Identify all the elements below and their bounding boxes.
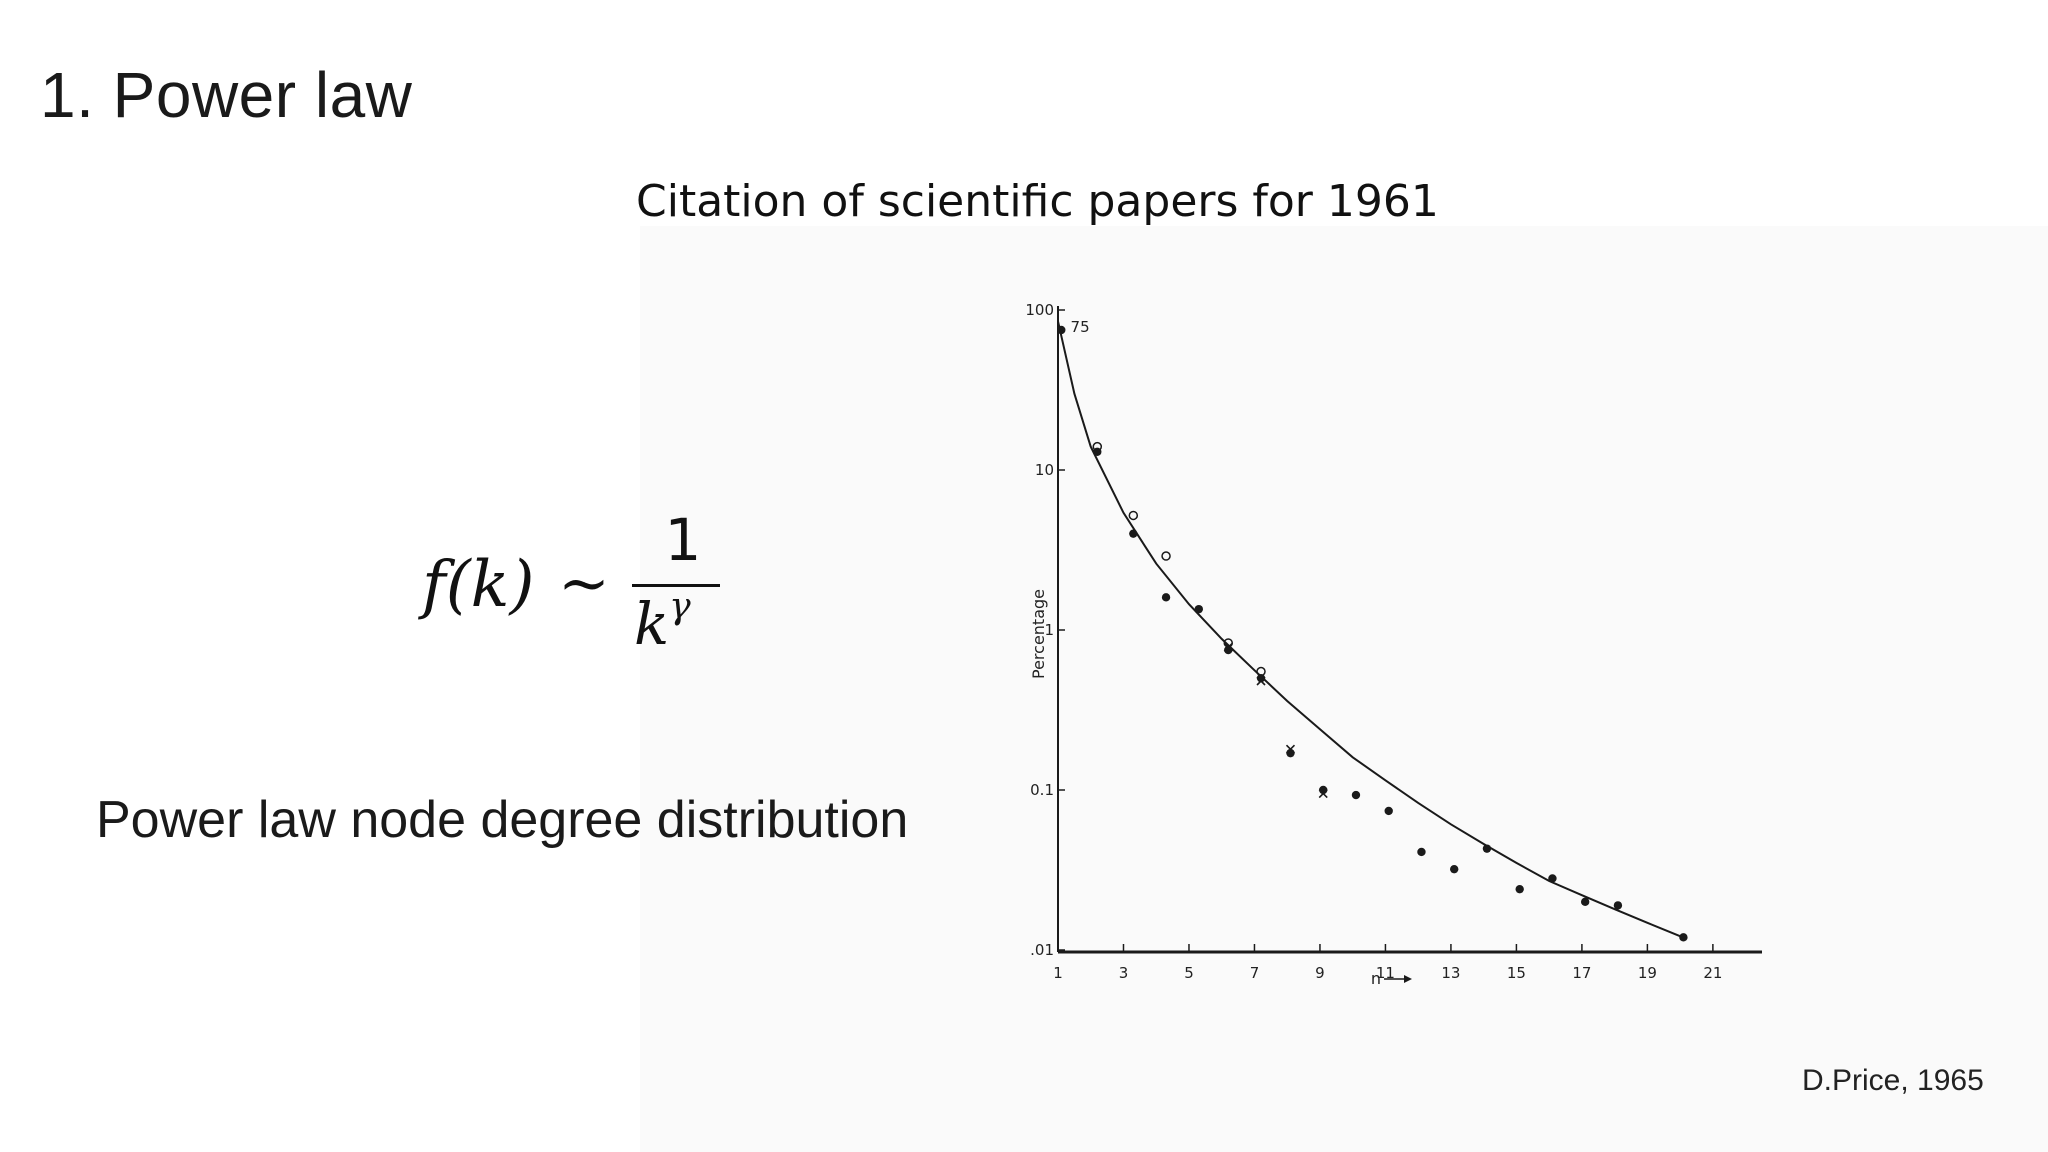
data-point <box>1194 604 1204 614</box>
annotation-label: 75 <box>1071 318 1090 336</box>
data-point <box>1450 864 1459 874</box>
data-point-cross <box>1256 676 1266 686</box>
formula-numerator: 1 <box>664 506 702 574</box>
x-tick-label: 3 <box>1119 964 1129 982</box>
y-tick-label: .01 <box>1030 941 1054 959</box>
x-axis-arrow-head <box>1404 975 1412 983</box>
data-point <box>1224 645 1233 655</box>
formula-lhs: f(k) <box>422 548 535 622</box>
x-tick-label: 15 <box>1507 964 1526 982</box>
data-point-open <box>1128 510 1139 521</box>
slide-title: 1. Power law <box>40 59 413 131</box>
y-tick-label: 0.1 <box>1030 781 1054 799</box>
data-point <box>1580 897 1590 907</box>
x-tick-label: 17 <box>1572 964 1591 982</box>
x-tick-label: 21 <box>1703 964 1722 982</box>
data-point <box>1515 884 1524 894</box>
data-point-open <box>1256 666 1266 677</box>
y-tick-label: 100 <box>1025 301 1054 319</box>
y-tick-label: 1 <box>1044 621 1054 639</box>
data-point <box>1129 529 1138 538</box>
y-tick-label: 10 <box>1035 461 1054 479</box>
source-credit: D.Price, 1965 <box>1802 1064 1984 1097</box>
fraction-bar <box>632 584 720 587</box>
fit-curve <box>1057 321 1681 938</box>
data-point <box>1548 874 1557 883</box>
data-point-cross <box>1223 642 1233 652</box>
data-point <box>1417 847 1426 857</box>
y-axis-label: Percentage <box>1029 589 1048 679</box>
x-tick-label: 19 <box>1638 964 1657 982</box>
data-point <box>1679 933 1688 942</box>
caption: Power law node degree distribution <box>96 791 909 849</box>
data-point <box>1161 593 1171 602</box>
formula-exponent: γ <box>669 585 691 627</box>
data-point <box>1384 806 1393 816</box>
data-point <box>1351 790 1361 800</box>
x-tick-label: 5 <box>1184 964 1194 982</box>
data-point-cross <box>1285 744 1296 754</box>
power-law-formula: f(k) ~ 1 kγ <box>422 500 720 680</box>
data-point-cross <box>1318 788 1328 799</box>
chart-background <box>640 226 2048 1152</box>
data-point <box>1256 673 1266 683</box>
x-tick-label: 1 <box>1053 964 1063 982</box>
formula-denominator-base: k <box>634 590 670 658</box>
x-tick-label: 11 <box>1376 964 1395 982</box>
x-tick-label: 9 <box>1315 964 1325 982</box>
chart-title: Citation of scientific papers for 1961 <box>636 176 1439 227</box>
x-axis-label: n <box>1371 969 1381 988</box>
x-tick-label: 13 <box>1441 964 1460 982</box>
formula-relation: ~ <box>558 546 610 619</box>
x-tick-label: 7 <box>1250 964 1260 982</box>
data-point <box>1613 901 1623 910</box>
data-point-open <box>1161 551 1171 561</box>
data-point <box>1057 325 1066 335</box>
formula-denominator: kγ <box>634 586 691 658</box>
data-point-open <box>1092 441 1103 452</box>
data-point <box>1482 844 1492 853</box>
